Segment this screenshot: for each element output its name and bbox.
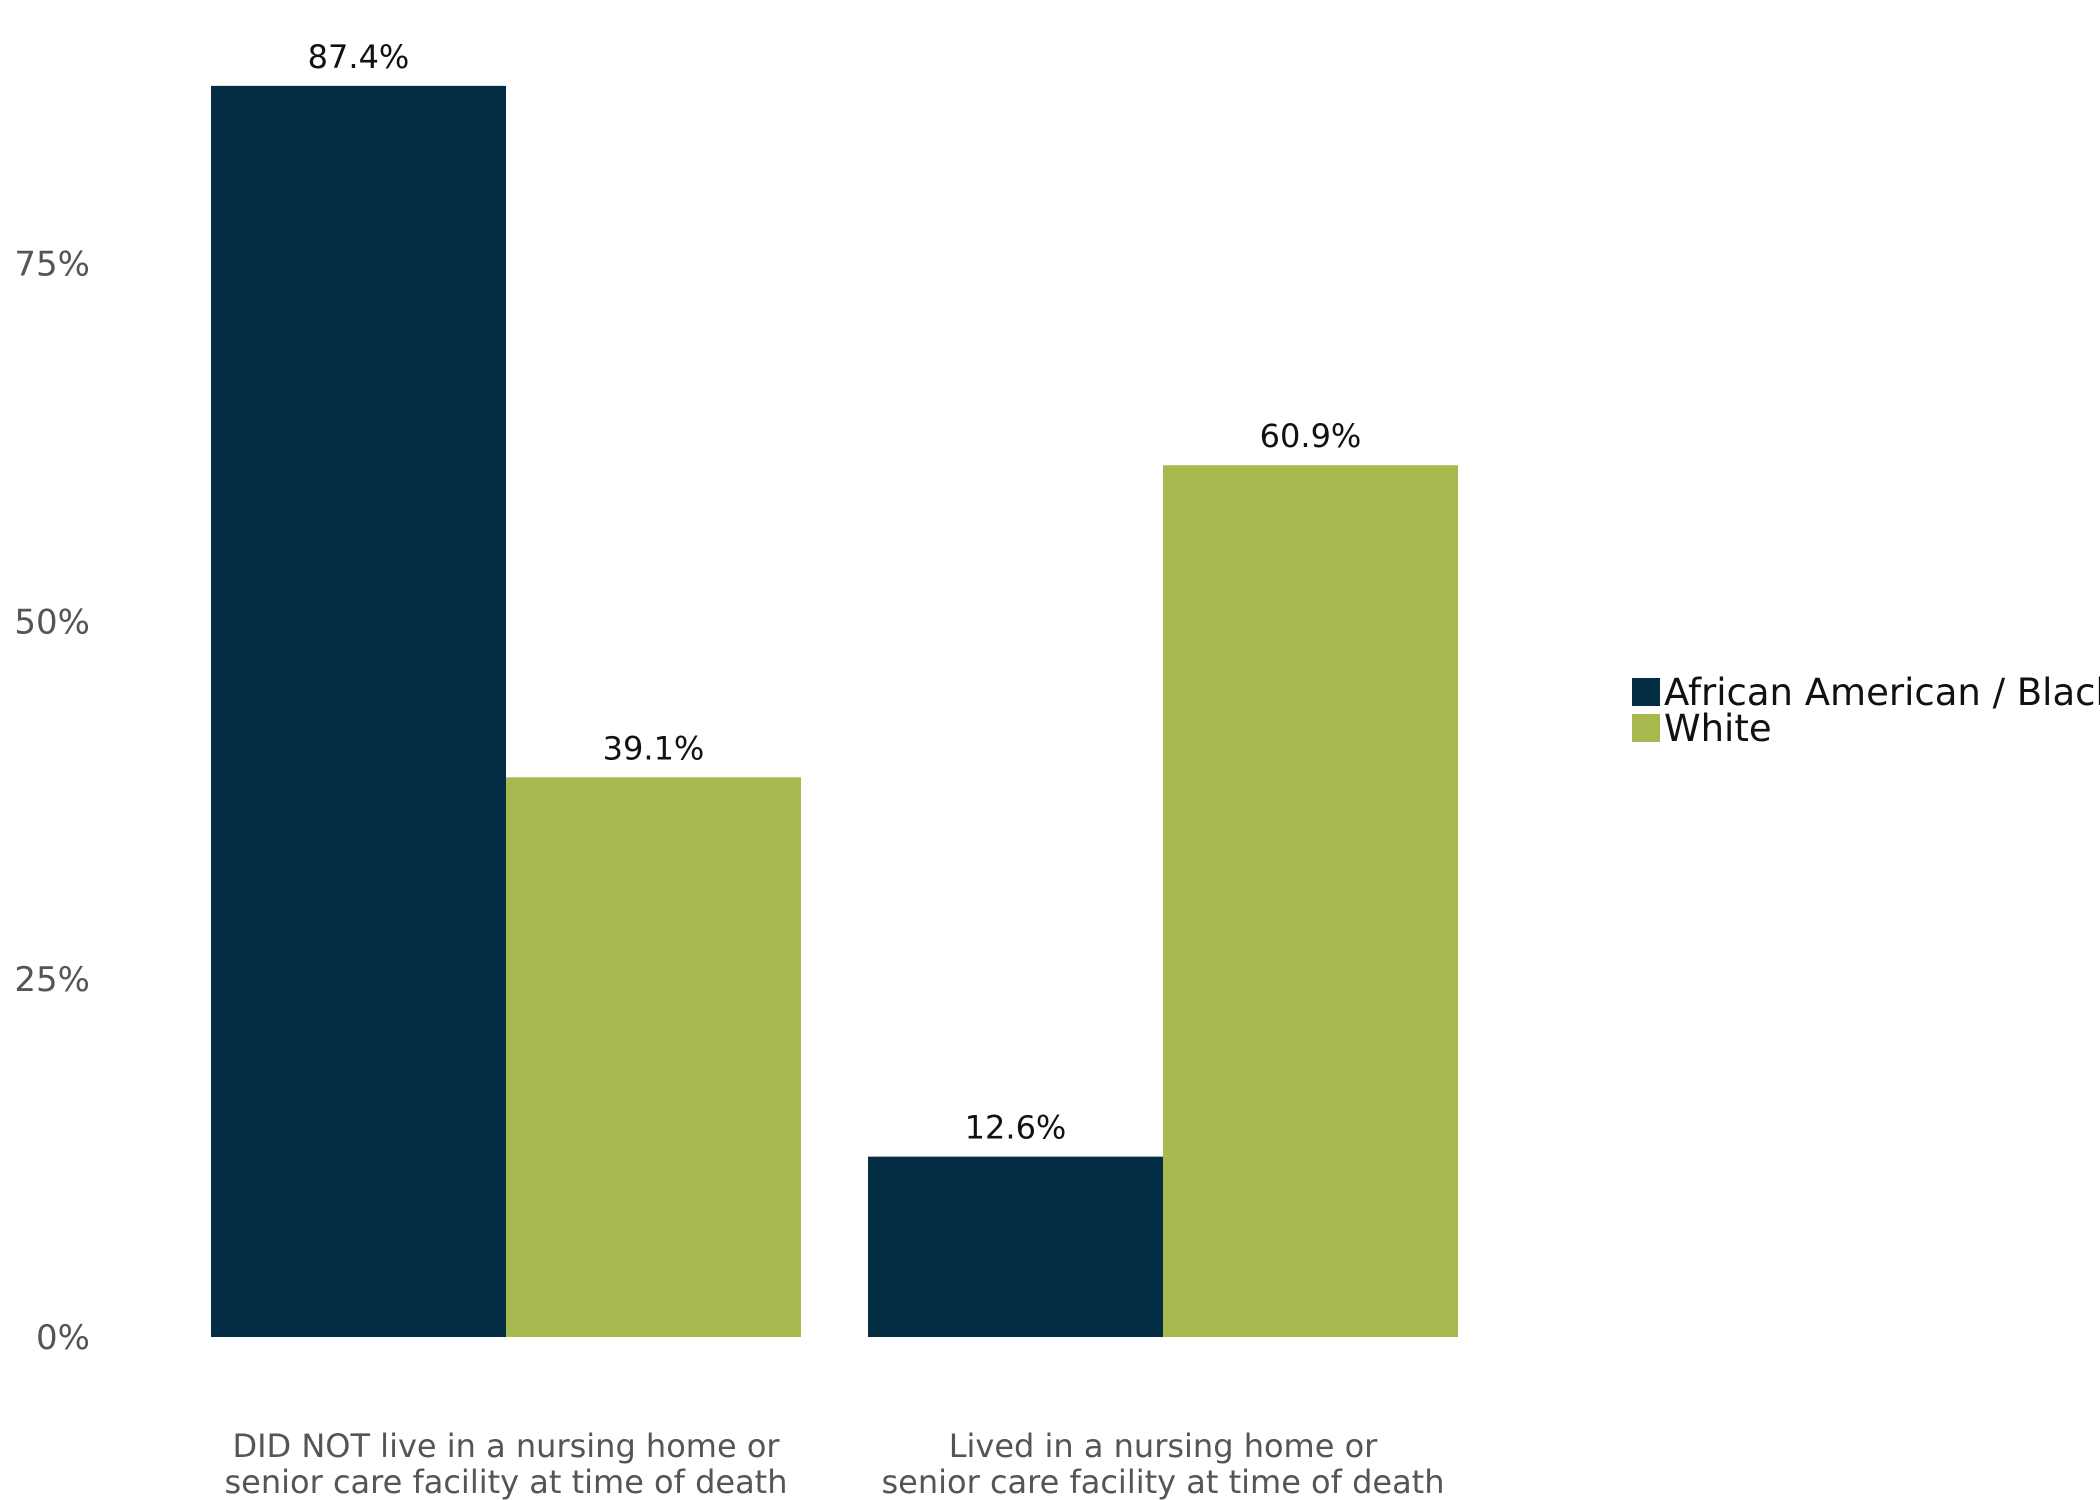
legend-swatch bbox=[1632, 714, 1660, 742]
y-tick-label: 0% bbox=[36, 1318, 90, 1358]
y-tick-label: 75% bbox=[14, 244, 90, 284]
value-labels: 87.4% 39.1% 12.6% 60.9% bbox=[308, 38, 1362, 1147]
y-tick-label: 25% bbox=[14, 960, 90, 1000]
bar-white-1 bbox=[1163, 465, 1458, 1337]
data-label: 87.4% bbox=[308, 38, 410, 76]
category-label: senior care facility at time of death bbox=[882, 1463, 1445, 1500]
category-labels: DID NOT live in a nursing home orsenior … bbox=[225, 1427, 1445, 1500]
y-tick-label: 50% bbox=[14, 602, 90, 642]
category-label: DID NOT live in a nursing home or bbox=[232, 1427, 780, 1465]
legend-label: White bbox=[1664, 707, 1772, 750]
bar-african-american-black-1 bbox=[868, 1156, 1163, 1337]
category-label: senior care facility at time of death bbox=[225, 1463, 788, 1500]
bars bbox=[211, 85, 1458, 1337]
bar-african-american-black-0 bbox=[211, 85, 506, 1337]
data-label: 12.6% bbox=[965, 1109, 1067, 1147]
category-label: Lived in a nursing home or bbox=[949, 1427, 1378, 1465]
legend-swatch bbox=[1632, 678, 1660, 706]
data-label: 60.9% bbox=[1260, 417, 1362, 455]
data-label: 39.1% bbox=[603, 729, 705, 767]
legend-label: African American / Black bbox=[1664, 671, 2100, 714]
bar-white-0 bbox=[506, 777, 801, 1337]
y-axis-ticks: 0% 25% 50% 75% bbox=[14, 244, 90, 1358]
